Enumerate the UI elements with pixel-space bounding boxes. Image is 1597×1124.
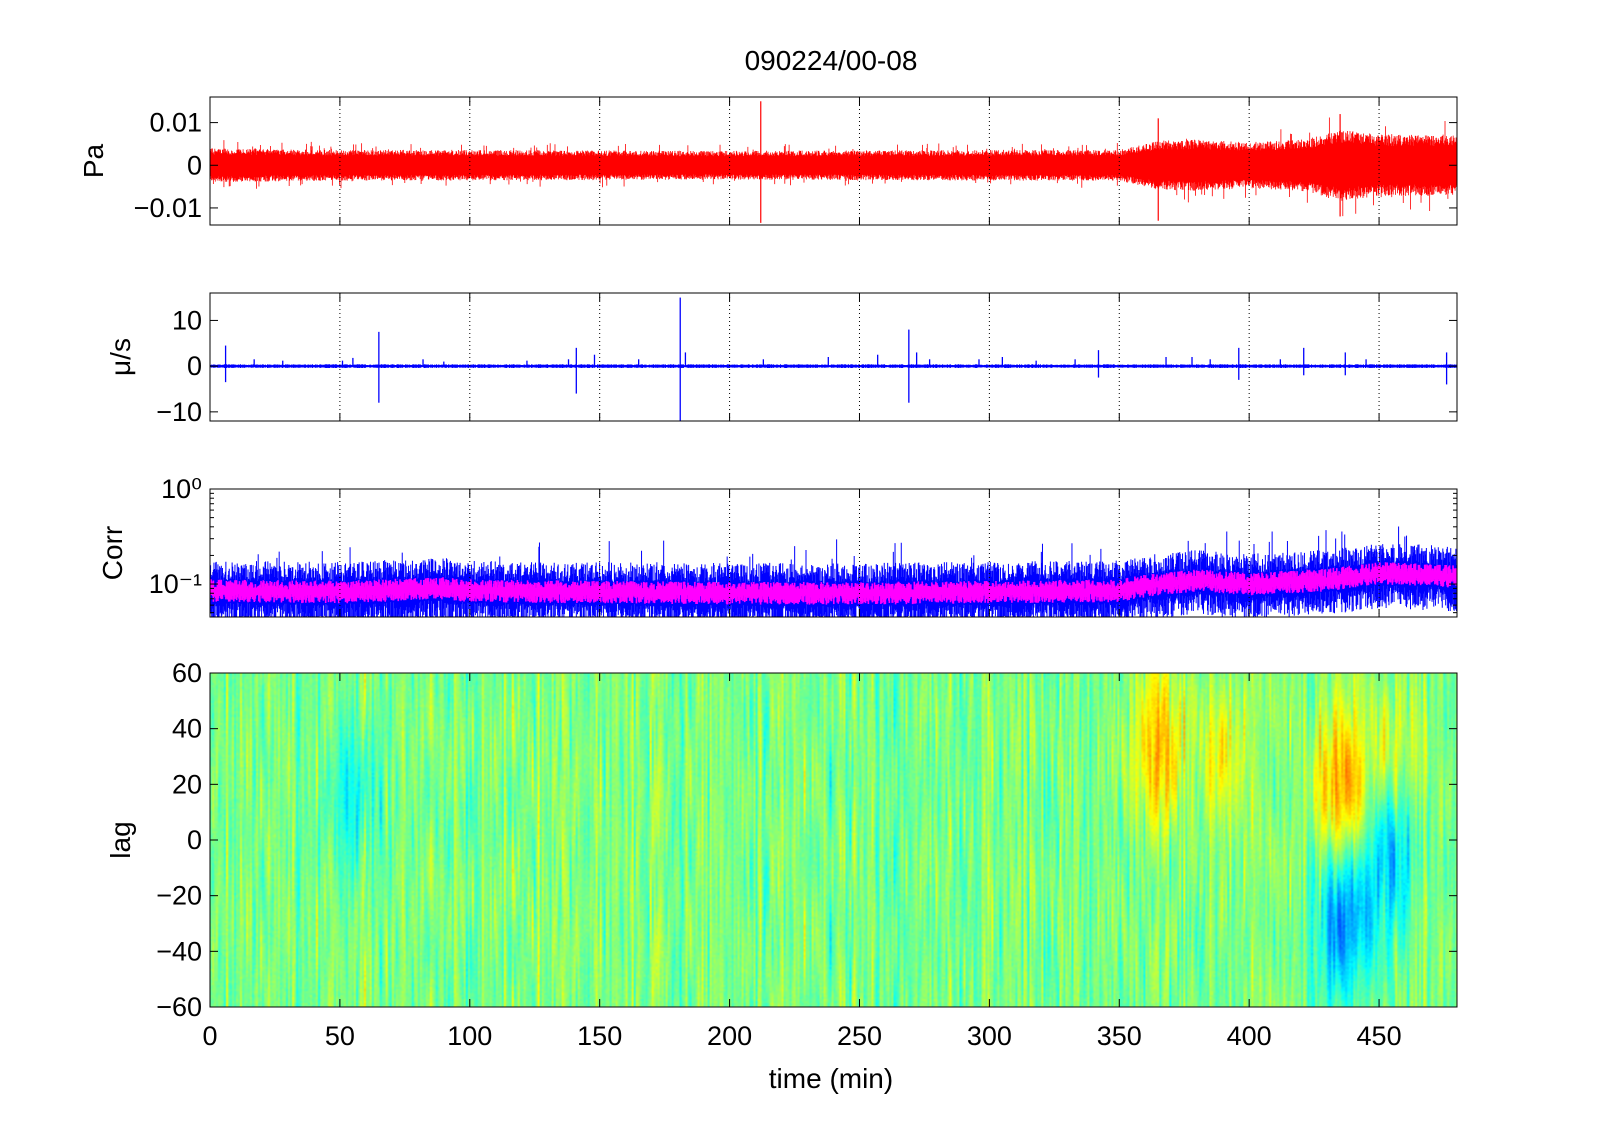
pressure-axes-frame [209,96,1458,226]
lag-heatmap-image [210,673,1457,1007]
velocity-y-label: μ/s [105,338,136,376]
lag-y-label: lag [105,821,136,858]
x-tick-label: 350 [1097,1021,1142,1051]
x-tick-label: 100 [447,1021,492,1051]
y-tick-label: −40 [156,936,202,966]
y-tick-label: 60 [172,658,202,688]
lag-y-ticks: −60 −40 −20 0 20 40 60 [156,658,1457,1022]
x-tick-label: 200 [707,1021,752,1051]
x-tick-label: 0 [202,1021,217,1051]
pressure-trace-area [210,101,1457,223]
velocity-grid [209,293,1380,421]
x-tick-label: 400 [1227,1021,1272,1051]
y-tick-label: 0 [187,825,202,855]
panel-velocity: −10 0 10 μ/s [105,292,1458,427]
correlation-axes-frame [209,488,1458,618]
y-tick-label: −0.01 [134,193,202,223]
correlation-y-label: Corr [97,526,128,580]
panel-lag-heatmap: −60 −40 −20 0 20 40 60 0 50 100 150 200 250 300 350 40… [105,658,1458,1051]
x-tick-label: 450 [1357,1021,1402,1051]
panel-correlation: 10⁻¹ 10⁰ Corr [97,474,1458,618]
velocity-y-ticks: −10 0 10 [156,305,1457,427]
figure-title: 090224/00-08 [745,45,918,76]
correlation-y-ticks: 10⁻¹ 10⁰ [149,474,1457,614]
pressure-grid [209,97,1380,225]
y-tick-label: 10 [172,305,202,335]
x-tick-label: 300 [967,1021,1012,1051]
y-tick-label: −10 [156,397,202,427]
x-axis-label: time (min) [769,1063,893,1094]
x-tick-label: 150 [577,1021,622,1051]
panel-pressure: −0.01 0 0.01 Pa [78,96,1458,226]
pressure-y-label: Pa [78,143,109,178]
y-tick-label: 10⁰ [161,474,202,504]
velocity-trace-area [210,297,1457,421]
pressure-series [210,117,1457,217]
y-tick-label: 0 [187,150,202,180]
y-tick-label: −20 [156,881,202,911]
correlation-grid [209,489,1380,617]
velocity-axes-frame [209,292,1458,422]
velocity-series [210,364,1457,369]
y-tick-label: 0 [187,351,202,381]
x-tick-label: 250 [837,1021,882,1051]
correlation-series-magenta [210,562,1457,605]
y-tick-label: 0.01 [149,108,202,138]
pressure-y-ticks: −0.01 0 0.01 [134,108,1457,223]
y-tick-label: 10⁻¹ [149,569,202,599]
x-tick-label: 50 [325,1021,355,1051]
x-axis-ticks: 0 50 100 150 200 250 300 350 400 450 [202,673,1402,1051]
y-tick-label: −60 [156,992,202,1022]
y-tick-label: 20 [172,769,202,799]
correlation-trace-area [210,526,1457,617]
y-tick-label: 40 [172,714,202,744]
